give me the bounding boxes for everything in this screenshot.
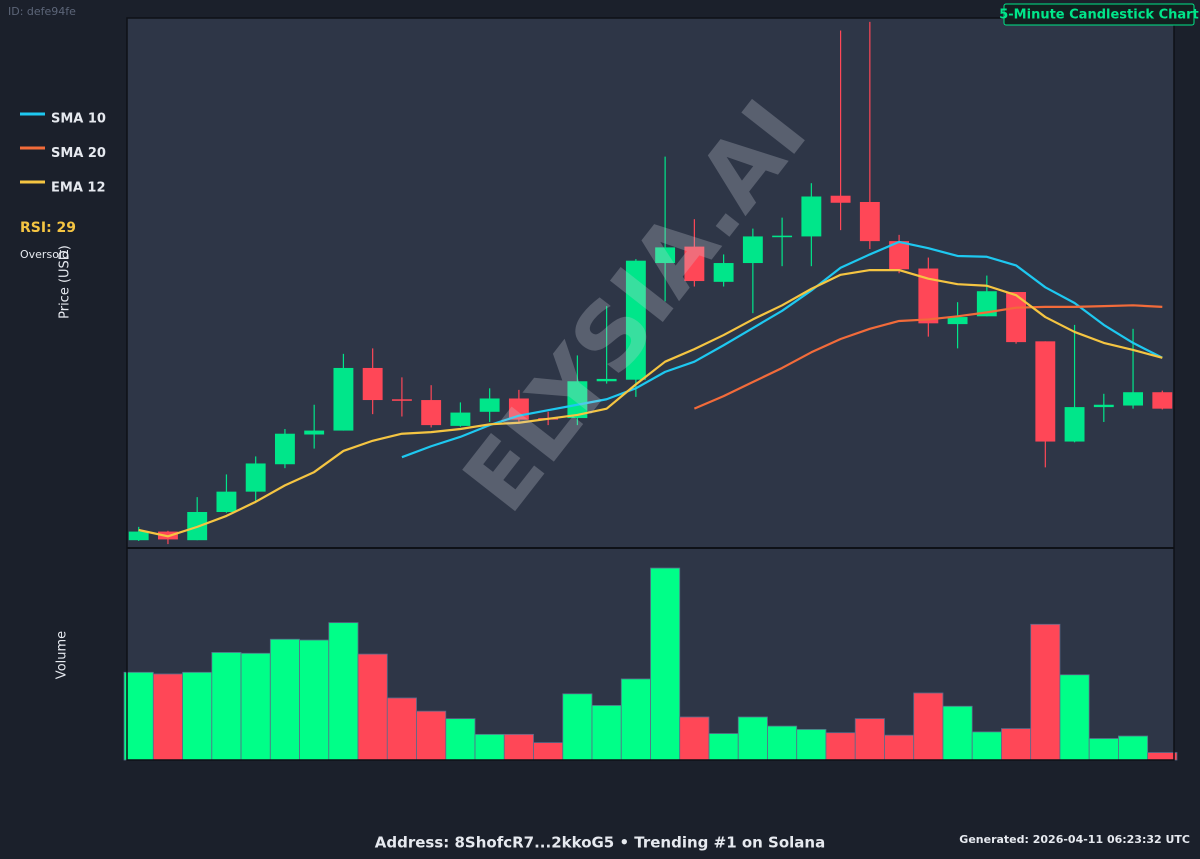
legend-label: SMA 20: [51, 146, 106, 161]
candle-body: [1093, 404, 1114, 408]
price-panel: [127, 18, 1174, 547]
candle-body: [391, 399, 412, 401]
chart-title: 5-Minute Candlestick Chart: [999, 8, 1199, 23]
candle-body: [421, 400, 442, 426]
volume-bar: [445, 718, 476, 761]
indicator-line: [693, 304, 1163, 410]
candle-body: [1006, 292, 1027, 343]
volume-bar: [1030, 623, 1061, 761]
rsi-label: RSI: 29: [20, 220, 76, 236]
volume-bar: [825, 732, 856, 761]
volume-bar: [240, 652, 271, 761]
candle-body: [625, 260, 646, 380]
candle-body: [596, 378, 617, 382]
candle-body: [976, 291, 997, 317]
title-box: [1003, 3, 1195, 26]
candle-body: [655, 247, 676, 264]
volume-bar: [533, 742, 564, 761]
volume-bar: [416, 710, 447, 761]
volume-bar: [767, 725, 798, 761]
volume-bar: [1088, 738, 1119, 761]
volume-bar: [123, 671, 154, 761]
candle-body: [713, 263, 734, 282]
candle-body: [889, 241, 910, 270]
volume-bar: [591, 704, 622, 761]
indicator-line: [138, 268, 1163, 538]
candle-body: [918, 268, 939, 324]
label-layer: SMA 10 SMA 20 EMA 12: [20, 112, 106, 196]
candle-body: [274, 433, 295, 465]
candle-body: [947, 317, 968, 325]
candle-body: [859, 201, 880, 242]
candle-body: [684, 246, 705, 282]
volume-bar: [942, 705, 973, 761]
volume-bar: [913, 692, 944, 761]
mark-layer: [123, 21, 1178, 761]
candle-body: [304, 430, 325, 435]
candle-body: [1152, 392, 1173, 409]
volume-bar: [708, 733, 739, 761]
volume-bar: [269, 638, 300, 761]
volume-bar: [854, 718, 885, 761]
volume-bar: [1118, 735, 1149, 761]
candle-body: [479, 398, 500, 412]
volume-bar: [1001, 728, 1032, 761]
volume-bar: [650, 567, 681, 761]
candle-body: [1064, 407, 1085, 442]
volume-axis-title: Volume: [55, 631, 70, 679]
volume-bar: [474, 733, 505, 761]
volume-bar: [562, 693, 593, 761]
volume-bar: [152, 673, 183, 761]
candle-body: [567, 381, 588, 419]
candle-body: [801, 196, 822, 237]
volume-bar: [357, 653, 388, 761]
legend-label: EMA 12: [51, 181, 106, 196]
generated-label: Generated: 2026-04-11 06:23:32 UTC: [959, 833, 1190, 846]
volume-bar: [884, 734, 915, 761]
volume-bar: [182, 671, 213, 761]
candle-body: [362, 367, 383, 401]
volume-bar: [796, 728, 827, 761]
volume-bar: [737, 716, 768, 761]
candle-body: [128, 531, 149, 541]
candle-body: [216, 491, 237, 513]
volume-bar: [620, 678, 651, 761]
id-label: ID: defe94fe: [8, 5, 76, 18]
candle-body: [742, 236, 763, 264]
volume-bar: [386, 697, 417, 761]
indicator-line: [401, 240, 1163, 459]
volume-bar: [299, 639, 330, 761]
volume-bar: [1147, 752, 1178, 761]
candle-body: [245, 463, 266, 492]
volume-bar: [1059, 674, 1090, 761]
volume-bar: [971, 731, 1002, 761]
volume-bar: [211, 652, 242, 761]
candle-body: [333, 367, 354, 431]
frame: [126, 17, 1175, 761]
candle-body: [1123, 392, 1143, 406]
volume-bar: [503, 733, 534, 761]
candle-body: [830, 195, 851, 203]
volume-bar: [679, 716, 710, 761]
candle-body: [1035, 341, 1056, 442]
rsi-status: Oversold: [20, 248, 69, 261]
legend-label: SMA 10: [51, 112, 106, 127]
footer: Address: 8ShofcR7...2kkoG5 • Trending #1…: [375, 834, 825, 852]
y-axis-title: Price (USD): [58, 245, 73, 319]
volume-bar: [328, 622, 359, 761]
candle-body: [772, 235, 793, 238]
candle-body: [450, 412, 471, 426]
